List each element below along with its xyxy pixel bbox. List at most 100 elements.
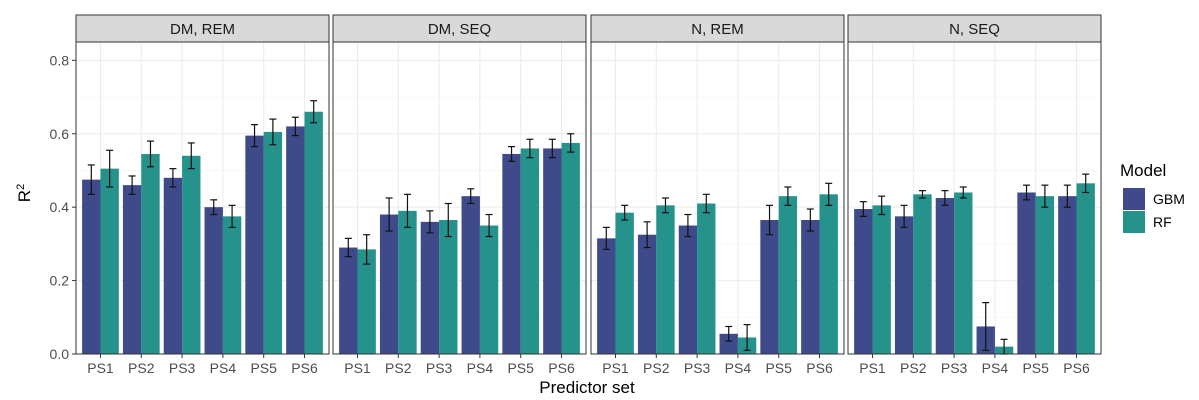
x-tick-label: PS4 — [210, 360, 237, 376]
error-bar — [725, 325, 733, 342]
bar-gbm-ps2 — [122, 185, 142, 354]
error-bar — [526, 138, 534, 159]
bar-gbm-ps4 — [204, 207, 223, 354]
error-bar — [743, 324, 751, 351]
error-bar — [684, 213, 692, 238]
bar-gbm-ps4 — [719, 333, 738, 354]
error-bar — [941, 190, 949, 206]
bar-gbm-ps5 — [245, 135, 264, 354]
bar-rf-ps4 — [479, 225, 499, 354]
error-bar — [187, 142, 195, 170]
bar-rf-ps6 — [819, 194, 838, 354]
bar-rf-ps3 — [439, 220, 458, 354]
y-tick-label: 0.2 — [50, 273, 70, 289]
error-bar — [643, 221, 651, 249]
facet-strip-label: DM, SEQ — [428, 21, 491, 38]
error-bar — [210, 199, 218, 216]
x-tick-label: PS1 — [859, 360, 886, 376]
error-bar — [1023, 184, 1031, 201]
error-bar — [403, 193, 411, 228]
x-tick-label: PS1 — [87, 360, 114, 376]
x-tick-label: PS2 — [900, 360, 927, 376]
x-tick-label: PS2 — [128, 360, 155, 376]
x-tick-label: PS6 — [548, 360, 575, 376]
y-tick-label: 0.0 — [50, 346, 70, 362]
bar-gbm-ps6 — [543, 148, 562, 354]
facet-panel: N, REM PS1 PS2 PS3 PS4 PS5 PS6 — [590, 14, 845, 376]
error-bar — [784, 186, 792, 206]
bar-rf-ps3 — [182, 155, 201, 354]
legend-key-rf — [1123, 211, 1145, 233]
bar-gbm-ps1 — [82, 179, 101, 354]
y-axis-title: R2 — [15, 184, 34, 202]
error-bar — [106, 149, 114, 188]
bar-rf-ps5 — [263, 131, 283, 354]
legend-title: Model — [1120, 161, 1166, 180]
x-tick-label: PS3 — [941, 360, 968, 376]
x-tick-label: PS6 — [806, 360, 833, 376]
x-tick-label: PS3 — [426, 360, 453, 376]
bar-gbm-ps3 — [935, 198, 955, 354]
bar-rf-ps1 — [357, 249, 376, 354]
bar-rf-ps6 — [561, 142, 580, 354]
y-axis-title-superscript: 2 — [15, 184, 27, 190]
x-tick-label: PS5 — [765, 360, 792, 376]
x-tick-label: PS4 — [982, 360, 1009, 376]
error-bar — [1082, 173, 1090, 194]
bar-rf-ps5 — [1035, 196, 1055, 354]
x-tick-label: PS5 — [1022, 360, 1049, 376]
bar-rf-ps4 — [222, 216, 242, 354]
bar-gbm-ps1 — [854, 209, 873, 354]
panel-border — [590, 41, 845, 355]
y-axis-title-main: R — [15, 190, 34, 202]
bar-rf-ps2 — [656, 205, 675, 354]
facet-panel: DM, REM PS1 PS2 PS3 PS4 PS5 PS6 — [75, 14, 330, 376]
error-bar — [385, 197, 393, 232]
bar-rf-ps2 — [141, 153, 160, 354]
error-bar — [766, 204, 774, 236]
x-tick-label: PS1 — [344, 360, 371, 376]
x-tick-label: PS3 — [684, 360, 711, 376]
y-tick-label: 0.6 — [50, 126, 70, 142]
error-bar — [363, 234, 371, 265]
error-bar — [485, 213, 493, 238]
legend-item-gbm: GBM — [1123, 188, 1185, 210]
bar-gbm-ps6 — [286, 126, 305, 355]
bar-gbm-ps4 — [461, 196, 480, 354]
bar-rf-ps1 — [615, 212, 634, 354]
error-bar — [128, 175, 136, 195]
x-axis-title: Predictor set — [539, 378, 635, 397]
error-bar — [702, 193, 710, 214]
x-tick-label: PS4 — [467, 360, 494, 376]
error-bar — [291, 116, 299, 137]
legend-item-rf: RF — [1123, 211, 1172, 233]
bar-rf-ps1 — [872, 205, 891, 354]
error-bar — [661, 197, 669, 214]
error-bar — [87, 164, 95, 195]
facet-strip-label: N, REM — [691, 21, 744, 38]
bar-gbm-ps5 — [502, 153, 521, 354]
error-bar — [982, 302, 990, 351]
bar-rf-ps1 — [100, 168, 119, 354]
error-bar — [959, 186, 967, 199]
facet-strip-label: N, SEQ — [949, 21, 1000, 38]
bar-rf-ps2 — [398, 210, 417, 354]
facet-strip-label: DM, REM — [170, 21, 235, 38]
bar-gbm-ps6 — [1058, 196, 1077, 354]
error-bar — [621, 204, 629, 221]
error-bar — [602, 226, 610, 250]
error-bar — [146, 140, 154, 168]
bar-rf-ps3 — [697, 203, 716, 354]
x-tick-label: PS2 — [643, 360, 670, 376]
error-bar — [426, 210, 434, 234]
x-tick-label: PS6 — [1063, 360, 1090, 376]
facet-panel: N, SEQ PS1 PS2 PS3 PS4 PS5 PS6 — [847, 14, 1102, 376]
error-bar — [900, 204, 908, 228]
error-bar — [228, 204, 236, 228]
error-bar — [310, 100, 318, 124]
facet-panel: DM, SEQ PS1 PS2 PS3 PS4 PS5 PS6 — [332, 14, 587, 376]
bar-rf-ps3 — [954, 192, 973, 354]
legend-label: RF — [1153, 214, 1172, 230]
facet-strip — [75, 14, 330, 43]
bar-gbm-ps5 — [760, 220, 779, 354]
